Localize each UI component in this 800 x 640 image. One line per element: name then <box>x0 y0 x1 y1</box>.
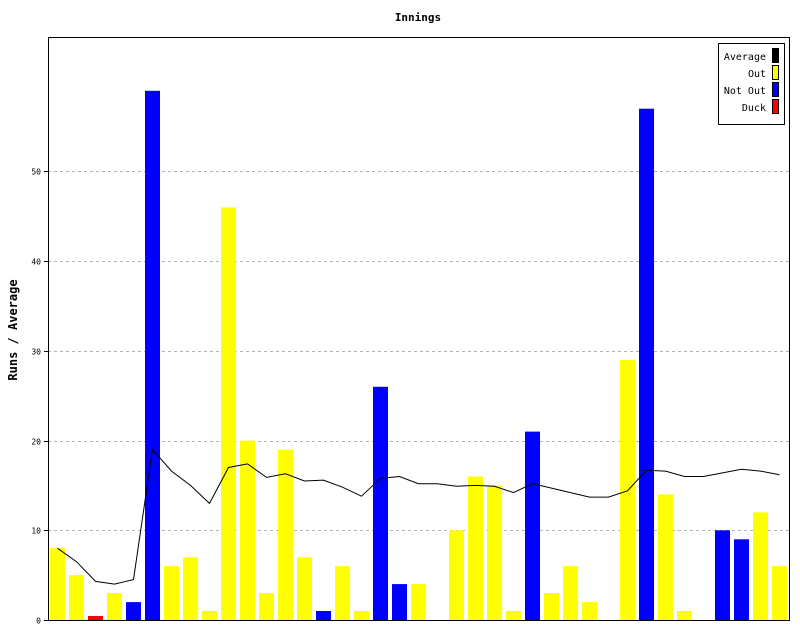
bar-inning-27 <box>544 593 559 620</box>
bar-inning-38 <box>753 512 768 620</box>
bar-inning-14 <box>297 557 312 620</box>
legend-label: Out <box>748 69 766 80</box>
y-tick-label: 50 <box>31 168 41 177</box>
y-tick-label: 10 <box>31 527 41 536</box>
bar-inning-18 <box>373 386 388 620</box>
legend-swatch <box>772 99 779 114</box>
bar-inning-31 <box>620 359 635 620</box>
legend-swatch <box>772 82 779 97</box>
bar-inning-32 <box>639 108 654 620</box>
bar-inning-3 <box>88 616 103 620</box>
bar-inning-39 <box>772 566 787 620</box>
bar-inning-5 <box>126 602 141 620</box>
y-tick-label: 40 <box>31 258 41 267</box>
plot-frame <box>48 37 790 621</box>
average-series <box>57 448 780 585</box>
bar-inning-36 <box>715 530 730 620</box>
bar-inning-25 <box>506 611 521 620</box>
legend-swatch <box>772 65 779 80</box>
bar-inning-10 <box>221 207 236 620</box>
bar-inning-20 <box>411 584 426 620</box>
bar-inning-34 <box>677 611 692 620</box>
chart-legend: Average Out Not Out Duck <box>718 43 785 125</box>
y-axis-label: Runs / Average <box>6 279 20 380</box>
bar-inning-11 <box>240 440 255 620</box>
average-line <box>57 448 780 585</box>
bar-inning-8 <box>183 557 198 620</box>
bar-inning-7 <box>164 566 179 620</box>
bar-inning-1 <box>50 548 65 620</box>
bar-inning-19 <box>392 584 407 620</box>
bar-inning-6 <box>145 90 160 621</box>
bar-inning-33 <box>658 494 673 620</box>
y-tick-label: 20 <box>31 438 41 447</box>
bar-inning-23 <box>468 476 483 620</box>
bar-inning-12 <box>259 593 274 620</box>
bar-inning-13 <box>278 449 293 620</box>
bar-inning-17 <box>354 611 369 620</box>
bar-inning-26 <box>525 431 540 620</box>
y-tick-label: 0 <box>36 617 41 626</box>
bar-inning-4 <box>107 593 122 620</box>
bar-inning-9 <box>202 611 217 620</box>
legend-label: Average <box>724 52 766 63</box>
bar-inning-37 <box>734 539 749 620</box>
bar-inning-2 <box>69 575 84 620</box>
legend-label: Duck <box>742 103 766 114</box>
y-tick-label: 30 <box>31 348 41 357</box>
bar-inning-29 <box>582 602 597 620</box>
bar-series <box>50 90 787 621</box>
legend-label: Not Out <box>724 86 766 97</box>
legend-swatch <box>772 48 779 63</box>
bar-inning-15 <box>316 611 331 620</box>
bar-inning-24 <box>487 485 502 620</box>
bar-inning-16 <box>335 566 350 620</box>
chart-title: Innings <box>395 11 441 24</box>
bar-inning-28 <box>563 566 578 620</box>
y-axis-ticks: 0 10 20 30 40 50 <box>31 168 48 626</box>
bar-inning-22 <box>449 530 464 620</box>
